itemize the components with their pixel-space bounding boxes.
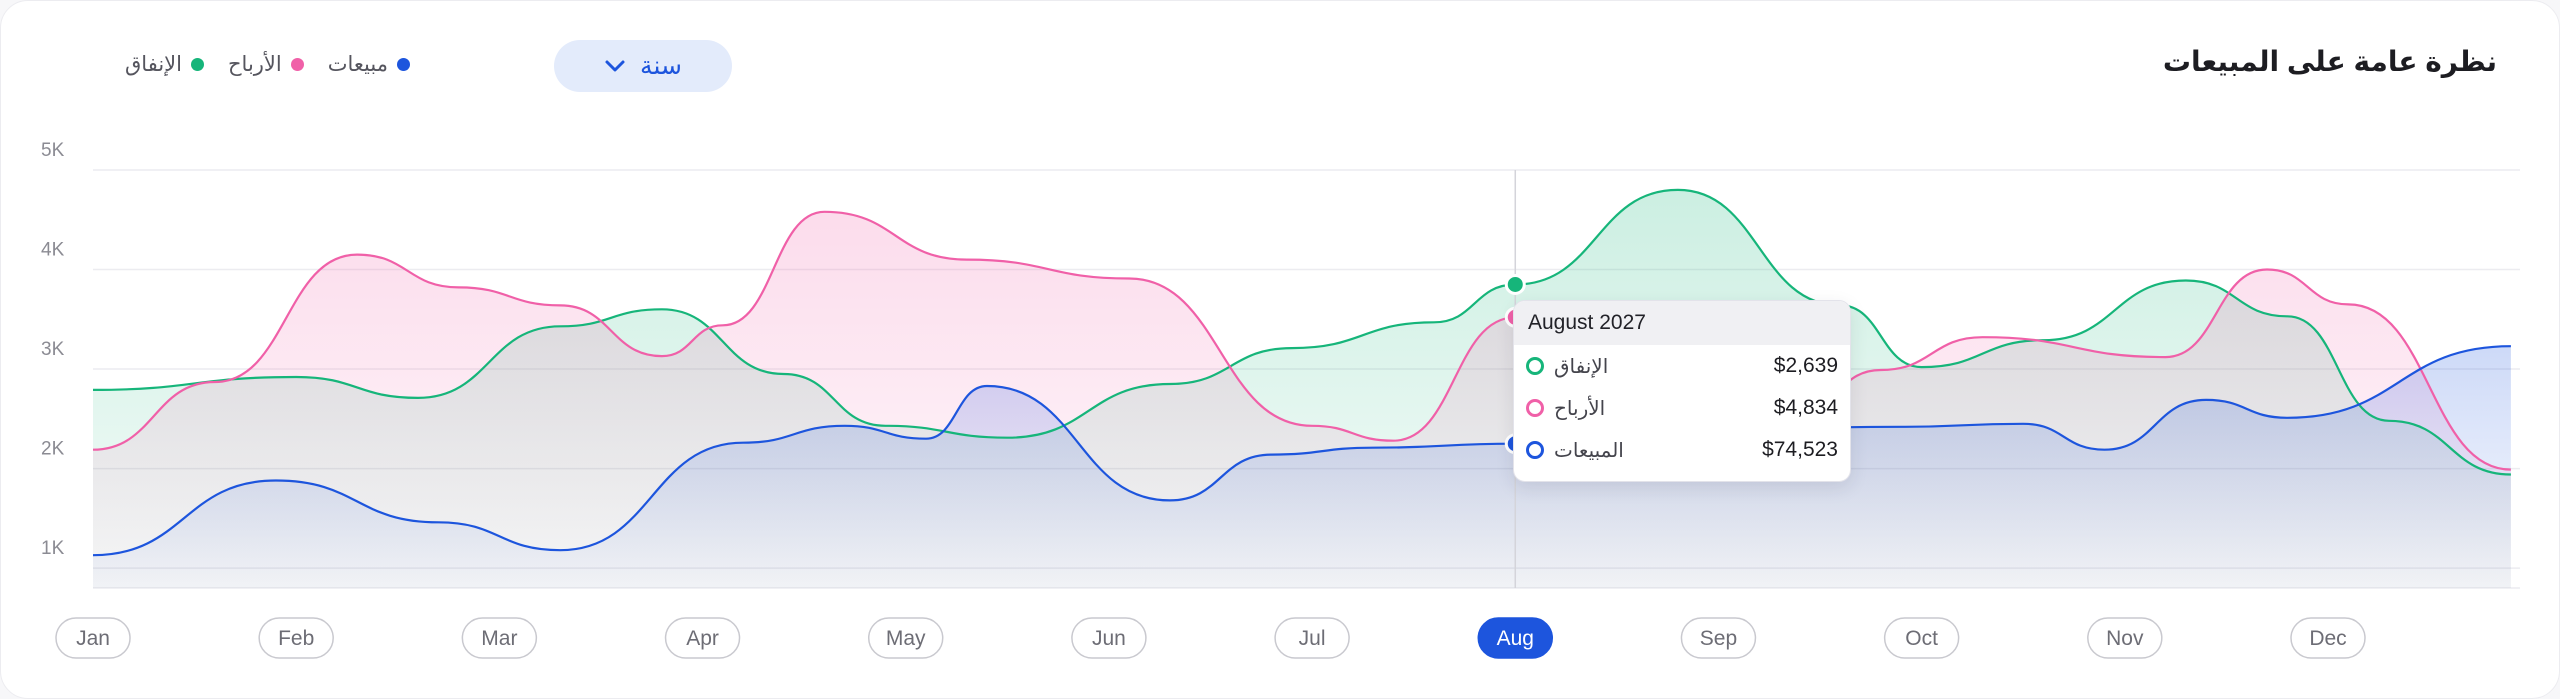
month-pill-mar[interactable]: Mar bbox=[461, 617, 538, 659]
month-pill-bg bbox=[664, 617, 741, 659]
tooltip-ring-sales bbox=[1526, 441, 1544, 459]
tooltip-ring-profits bbox=[1526, 399, 1544, 417]
legend-dot-sales bbox=[396, 58, 410, 71]
month-pill-dec[interactable]: Dec bbox=[2290, 617, 2366, 659]
x-tick-label: Apr bbox=[686, 627, 719, 650]
month-pill-bg bbox=[1477, 617, 1554, 659]
month-pill-bg bbox=[1680, 617, 1757, 659]
month-pill-jun[interactable]: Jun bbox=[1071, 617, 1147, 659]
month-pill-jan[interactable]: Jan bbox=[55, 617, 131, 659]
x-tick-label: Jun bbox=[1092, 627, 1126, 650]
x-tick-label: Mar bbox=[481, 627, 517, 650]
legend-label-spending: الإنفاق bbox=[125, 53, 182, 76]
x-tick-label: Jul bbox=[1299, 627, 1326, 650]
month-pill-may[interactable]: May bbox=[867, 617, 944, 659]
series-lines bbox=[92, 188, 2511, 557]
y-tick-label: 5K bbox=[41, 140, 65, 161]
chart-legend: الإنفاق الأرباح مبيعات bbox=[125, 52, 410, 77]
chevron-down-icon bbox=[605, 60, 625, 72]
marker-spending bbox=[1504, 273, 1526, 295]
area-sales bbox=[93, 346, 2511, 588]
legend-label-sales: مبيعات bbox=[327, 53, 388, 76]
y-axis: 1K 2K 3K 4K 5K bbox=[41, 140, 65, 559]
month-pill-jul[interactable]: Jul bbox=[1274, 617, 1350, 659]
y-tick-label: 2K bbox=[41, 439, 65, 460]
month-pill-nov[interactable]: Nov bbox=[2087, 617, 2163, 659]
month-pill-bg bbox=[1274, 617, 1350, 659]
x-tick-label: Dec bbox=[2309, 627, 2346, 650]
line-spending bbox=[92, 188, 2511, 476]
series-areas bbox=[93, 189, 2511, 589]
tooltip-label-profits: الأرباح bbox=[1554, 397, 1606, 420]
month-pill-oct[interactable]: Oct bbox=[1883, 617, 1960, 659]
tooltip-value-profits: $4,834 bbox=[1773, 396, 1838, 419]
month-pill-aug[interactable]: Aug bbox=[1477, 617, 1554, 659]
month-pill-bg bbox=[1883, 617, 1960, 659]
chart-tooltip: August 2027 الإنفاق $2,639 الأرباح $4,83… bbox=[1513, 300, 1851, 482]
legend-item-spending: الإنفاق bbox=[125, 52, 204, 77]
y-tick-label: 4K bbox=[41, 240, 65, 261]
line-profits bbox=[92, 210, 2511, 471]
period-dropdown[interactable]: سنة bbox=[554, 40, 732, 92]
legend-dot-profits bbox=[290, 58, 304, 71]
legend-item-sales: مبيعات bbox=[328, 52, 410, 77]
x-tick-label: May bbox=[886, 627, 926, 650]
month-pill-bg bbox=[2087, 617, 2163, 659]
tooltip-label-spending: الإنفاق bbox=[1554, 355, 1609, 378]
tooltip-label-sales: المبيعات bbox=[1554, 439, 1624, 462]
legend-dot-spending bbox=[190, 58, 204, 71]
tooltip-row-spending: الإنفاق $2,639 bbox=[1514, 345, 1850, 387]
tooltip-ring-spending bbox=[1526, 357, 1544, 375]
tooltip-value-spending: $2,639 bbox=[1773, 354, 1838, 377]
legend-label-profits: الأرباح bbox=[227, 53, 282, 76]
month-pill-bg bbox=[461, 617, 538, 659]
legend-item-profits: الأرباح bbox=[228, 52, 304, 77]
x-tick-label: Nov bbox=[2106, 627, 2144, 650]
tooltip-row-sales: المبيعات $74,523 bbox=[1514, 429, 1850, 471]
month-pill-bg bbox=[55, 617, 131, 659]
period-label: سنة bbox=[640, 52, 682, 80]
x-axis-months: Jan Feb Mar Apr May Jun Jul Aug Sep Oct Nov Dec bbox=[55, 617, 2366, 659]
x-tick-label: Jan bbox=[76, 627, 110, 650]
month-pill-sep[interactable]: Sep bbox=[1680, 617, 1757, 659]
month-pill-bg bbox=[258, 617, 334, 659]
month-pill-bg bbox=[2290, 617, 2366, 659]
month-pill-feb[interactable]: Feb bbox=[258, 617, 334, 659]
y-tick-label: 1K bbox=[41, 538, 65, 559]
card-title: نظرة عامة على المبيعات bbox=[2162, 46, 2497, 77]
tooltip-row-profits: الأرباح $4,834 bbox=[1514, 387, 1850, 429]
x-tick-label: Oct bbox=[1905, 627, 1938, 650]
month-pill-apr[interactable]: Apr bbox=[664, 617, 741, 659]
x-tick-label: Sep bbox=[1700, 627, 1737, 650]
tooltip-value-sales: $74,523 bbox=[1762, 438, 1838, 461]
y-tick-label: 3K bbox=[41, 339, 65, 360]
x-tick-label: Feb bbox=[278, 627, 314, 650]
line-sales bbox=[92, 345, 2511, 557]
tooltip-title: August 2027 bbox=[1514, 301, 1850, 345]
x-tick-label: Aug bbox=[1497, 627, 1534, 650]
month-pill-bg bbox=[1071, 617, 1147, 659]
month-pill-bg bbox=[867, 617, 944, 659]
